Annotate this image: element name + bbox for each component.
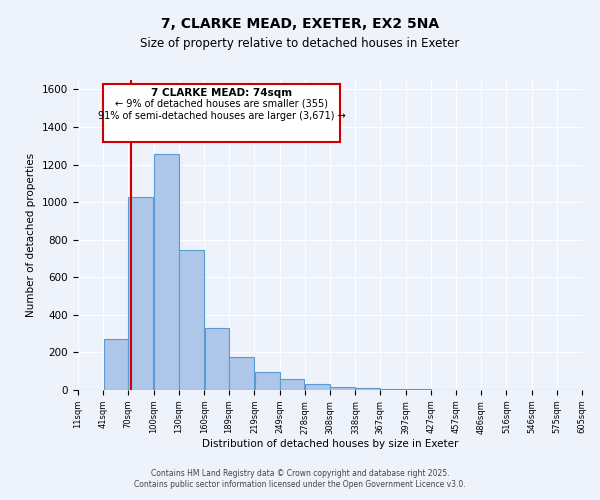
Bar bbox=[104, 340, 128, 390]
Text: 7, CLARKE MEAD, EXETER, EX2 5NA: 7, CLARKE MEAD, EXETER, EX2 5NA bbox=[161, 18, 439, 32]
Bar bbox=[179, 250, 204, 390]
Text: Size of property relative to detached houses in Exeter: Size of property relative to detached ho… bbox=[140, 38, 460, 51]
Text: 7 CLARKE MEAD: 74sqm: 7 CLARKE MEAD: 74sqm bbox=[151, 88, 292, 99]
Text: Contains public sector information licensed under the Open Government Licence v3: Contains public sector information licen… bbox=[134, 480, 466, 489]
X-axis label: Distribution of detached houses by size in Exeter: Distribution of detached houses by size … bbox=[202, 440, 458, 450]
FancyBboxPatch shape bbox=[103, 84, 340, 142]
Text: Contains HM Land Registry data © Crown copyright and database right 2025.: Contains HM Land Registry data © Crown c… bbox=[151, 468, 449, 477]
Y-axis label: Number of detached properties: Number of detached properties bbox=[26, 153, 37, 317]
Bar bbox=[330, 387, 355, 390]
Text: 91% of semi-detached houses are larger (3,671) →: 91% of semi-detached houses are larger (… bbox=[98, 111, 346, 121]
Bar bbox=[205, 328, 229, 390]
Bar bbox=[154, 154, 179, 390]
Bar bbox=[356, 388, 380, 390]
Bar bbox=[380, 389, 405, 390]
Bar bbox=[229, 357, 254, 390]
Text: ← 9% of detached houses are smaller (355): ← 9% of detached houses are smaller (355… bbox=[115, 99, 328, 109]
Bar bbox=[128, 198, 153, 390]
Bar bbox=[280, 378, 304, 390]
Bar bbox=[255, 372, 280, 390]
Bar bbox=[305, 384, 330, 390]
